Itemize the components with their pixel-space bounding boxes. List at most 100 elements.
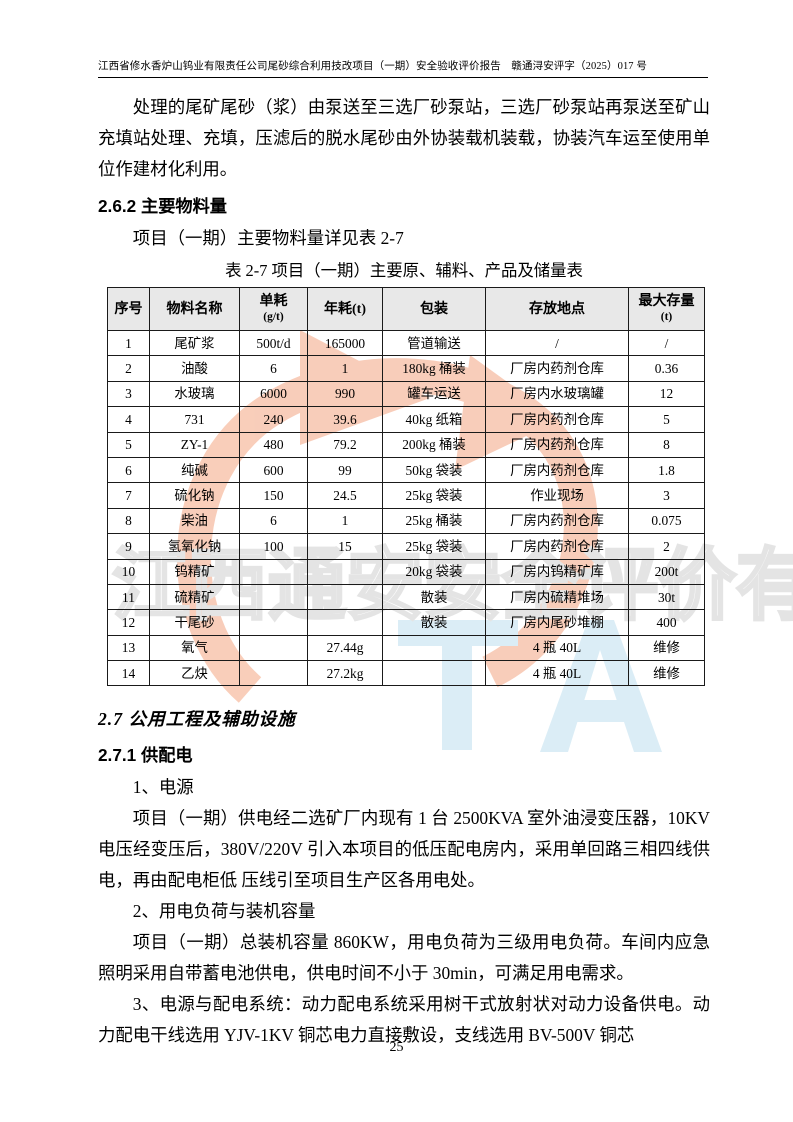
cell-no: 13 bbox=[107, 634, 150, 662]
table-row: 12 干尾砂 散装 厂房内尾砂堆棚 400 bbox=[107, 609, 705, 636]
cell-no: 9 bbox=[107, 533, 150, 560]
table-caption: 表 2-7 项目（一期）主要原、辅料、产品及储量表 bbox=[225, 261, 583, 280]
cell-location: 厂房内药剂仓库 bbox=[485, 456, 629, 484]
intro-paragraph: 处理的尾矿尾砂（浆）由泵送至三选厂砂泵站，三选厂砂泵站再泵送至矿山充填站处理、充… bbox=[98, 97, 710, 179]
table-row: 11 硫精矿 散装 厂房内硫精堆场 30t bbox=[107, 583, 705, 611]
cell-name: 硫精矿 bbox=[149, 583, 240, 611]
cell-name: 纯碱 bbox=[149, 456, 240, 484]
cell-location: 厂房内钨精矿库 bbox=[485, 558, 629, 585]
cell-no: 12 bbox=[107, 609, 150, 636]
cell-name: 水玻璃 bbox=[149, 380, 240, 408]
cell-location: 4 瓶 40L bbox=[485, 660, 629, 687]
cell-name: 尾矿浆 bbox=[149, 329, 240, 357]
th-max-storage-label: 最大存量 bbox=[638, 293, 695, 309]
cell-max-storage: 30t bbox=[628, 583, 705, 611]
cell-no: 4 bbox=[107, 406, 150, 433]
cell-name: 柴油 bbox=[149, 507, 240, 535]
cell-name: 氢氧化钠 bbox=[149, 533, 240, 560]
cell-name: 硫化钠 bbox=[149, 482, 240, 509]
th-max-storage-unit: (t) bbox=[660, 310, 673, 323]
th-annual-label: 年耗(t) bbox=[324, 301, 366, 317]
cell-annual bbox=[307, 583, 383, 611]
cell-annual: 27.44g bbox=[307, 634, 383, 662]
th-unit-rate-unit: (g/t) bbox=[263, 310, 284, 323]
cell-name: 干尾砂 bbox=[149, 609, 240, 636]
cell-name: 钨精矿 bbox=[149, 558, 240, 585]
item2-text: 项目（一期）总装机容量 860KW，用电负荷为三级用电负荷。车间内应急照明采用自… bbox=[98, 932, 710, 984]
cell-location: 4 瓶 40L bbox=[485, 634, 629, 662]
cell-location: 厂房内硫精堆场 bbox=[485, 583, 629, 611]
table-row: 3 水玻璃 6000 990 罐车运送 厂房内水玻璃罐 12 bbox=[107, 380, 705, 408]
table-row: 6 纯碱 600 99 50kg 袋装 厂房内药剂仓库 1.8 bbox=[107, 456, 705, 484]
cell-unit-rate: 500t/d bbox=[239, 329, 308, 357]
cell-max-storage: 200t bbox=[628, 558, 705, 585]
cell-max-storage: 维修 bbox=[628, 660, 705, 687]
heading-2-6-2: 2.6.2 主要物料量 bbox=[98, 196, 227, 216]
cell-annual: 99 bbox=[307, 456, 383, 484]
cell-no: 6 bbox=[107, 456, 150, 484]
cell-packaging: 散装 bbox=[382, 609, 486, 636]
cell-packaging: 散装 bbox=[382, 583, 486, 611]
table-row: 9 氢氧化钠 100 15 25kg 袋装 厂房内药剂仓库 2 bbox=[107, 533, 705, 560]
cell-max-storage: 维修 bbox=[628, 634, 705, 662]
table-row: 10 钨精矿 20kg 袋装 厂房内钨精矿库 200t bbox=[107, 558, 705, 585]
th-no: 序号 bbox=[107, 287, 150, 331]
cell-unit-rate bbox=[239, 634, 308, 662]
cell-unit-rate bbox=[239, 558, 308, 585]
cell-packaging: 50kg 袋装 bbox=[382, 456, 486, 484]
cell-location: 厂房内药剂仓库 bbox=[485, 355, 629, 382]
cell-annual bbox=[307, 609, 383, 636]
table-header-row: 序号 物料名称 单耗 (g/t) 年耗(t) 包装 bbox=[107, 287, 705, 331]
th-packaging-label: 包装 bbox=[420, 301, 448, 317]
cell-location: 厂房内药剂仓库 bbox=[485, 507, 629, 535]
cell-annual: 15 bbox=[307, 533, 383, 560]
table-row: 2 油酸 6 1 180kg 桶装 厂房内药剂仓库 0.36 bbox=[107, 355, 705, 382]
cell-location: 厂房内药剂仓库 bbox=[485, 431, 629, 458]
cell-annual: 24.5 bbox=[307, 482, 383, 509]
table-row: 8 柴油 6 1 25kg 桶装 厂房内药剂仓库 0.075 bbox=[107, 507, 705, 535]
th-annual: 年耗(t) bbox=[307, 287, 383, 331]
cell-packaging bbox=[382, 634, 486, 662]
th-packaging: 包装 bbox=[382, 287, 486, 331]
cell-max-storage: 3 bbox=[628, 482, 705, 509]
cell-unit-rate: 600 bbox=[239, 456, 308, 484]
th-location-label: 存放地点 bbox=[529, 301, 585, 317]
document-content: 处理的尾矿尾砂（浆）由泵送至三选厂砂泵站，三选厂砂泵站再泵送至矿山充填站处理、充… bbox=[98, 92, 710, 1051]
cell-annual: 39.6 bbox=[307, 406, 383, 433]
cell-no: 5 bbox=[107, 431, 150, 458]
page-header: 江西省修水香炉山钨业有限责任公司尾砂综合利用技改项目（一期）安全验收评价报告 赣… bbox=[98, 58, 708, 78]
th-unit-rate-label: 单耗 bbox=[259, 293, 288, 309]
cell-location: 厂房内水玻璃罐 bbox=[485, 380, 629, 408]
cell-packaging bbox=[382, 660, 486, 687]
cell-packaging: 管道输送 bbox=[382, 329, 486, 357]
cell-no: 8 bbox=[107, 507, 150, 535]
table-row: 14 乙炔 27.2kg 4 瓶 40L 维修 bbox=[107, 660, 705, 687]
table-row: 1 尾矿浆 500t/d 165000 管道输送 / / bbox=[107, 329, 705, 357]
page-number: 25 bbox=[389, 1040, 404, 1055]
cell-packaging: 罐车运送 bbox=[382, 380, 486, 408]
cell-packaging: 20kg 袋装 bbox=[382, 558, 486, 585]
cell-unit-rate: 6 bbox=[239, 355, 308, 382]
cell-packaging: 25kg 桶装 bbox=[382, 507, 486, 535]
th-max-storage: 最大存量 (t) bbox=[628, 287, 705, 331]
cell-unit-rate bbox=[239, 583, 308, 611]
cell-unit-rate: 480 bbox=[239, 431, 308, 458]
table-row: 5 ZY-1 480 79.2 200kg 桶装 厂房内药剂仓库 8 bbox=[107, 431, 705, 458]
heading-2-7: 2.7 公用工程及辅助设施 bbox=[98, 709, 296, 730]
cell-no: 11 bbox=[107, 583, 150, 611]
th-name-label: 物料名称 bbox=[166, 301, 223, 317]
cell-no: 1 bbox=[107, 329, 150, 357]
cell-unit-rate bbox=[239, 609, 308, 636]
th-name: 物料名称 bbox=[149, 287, 240, 331]
cell-no: 10 bbox=[107, 558, 150, 585]
cell-unit-rate: 6 bbox=[239, 507, 308, 535]
cell-max-storage: 400 bbox=[628, 609, 705, 636]
th-no-label: 序号 bbox=[114, 301, 143, 317]
th-unit-rate: 单耗 (g/t) bbox=[239, 287, 308, 331]
cell-max-storage: / bbox=[628, 329, 705, 357]
cell-packaging: 200kg 桶装 bbox=[382, 431, 486, 458]
item1-title: 1、电源 bbox=[132, 777, 194, 798]
cell-packaging: 40kg 纸箱 bbox=[382, 406, 486, 433]
cell-annual: 79.2 bbox=[307, 431, 383, 458]
